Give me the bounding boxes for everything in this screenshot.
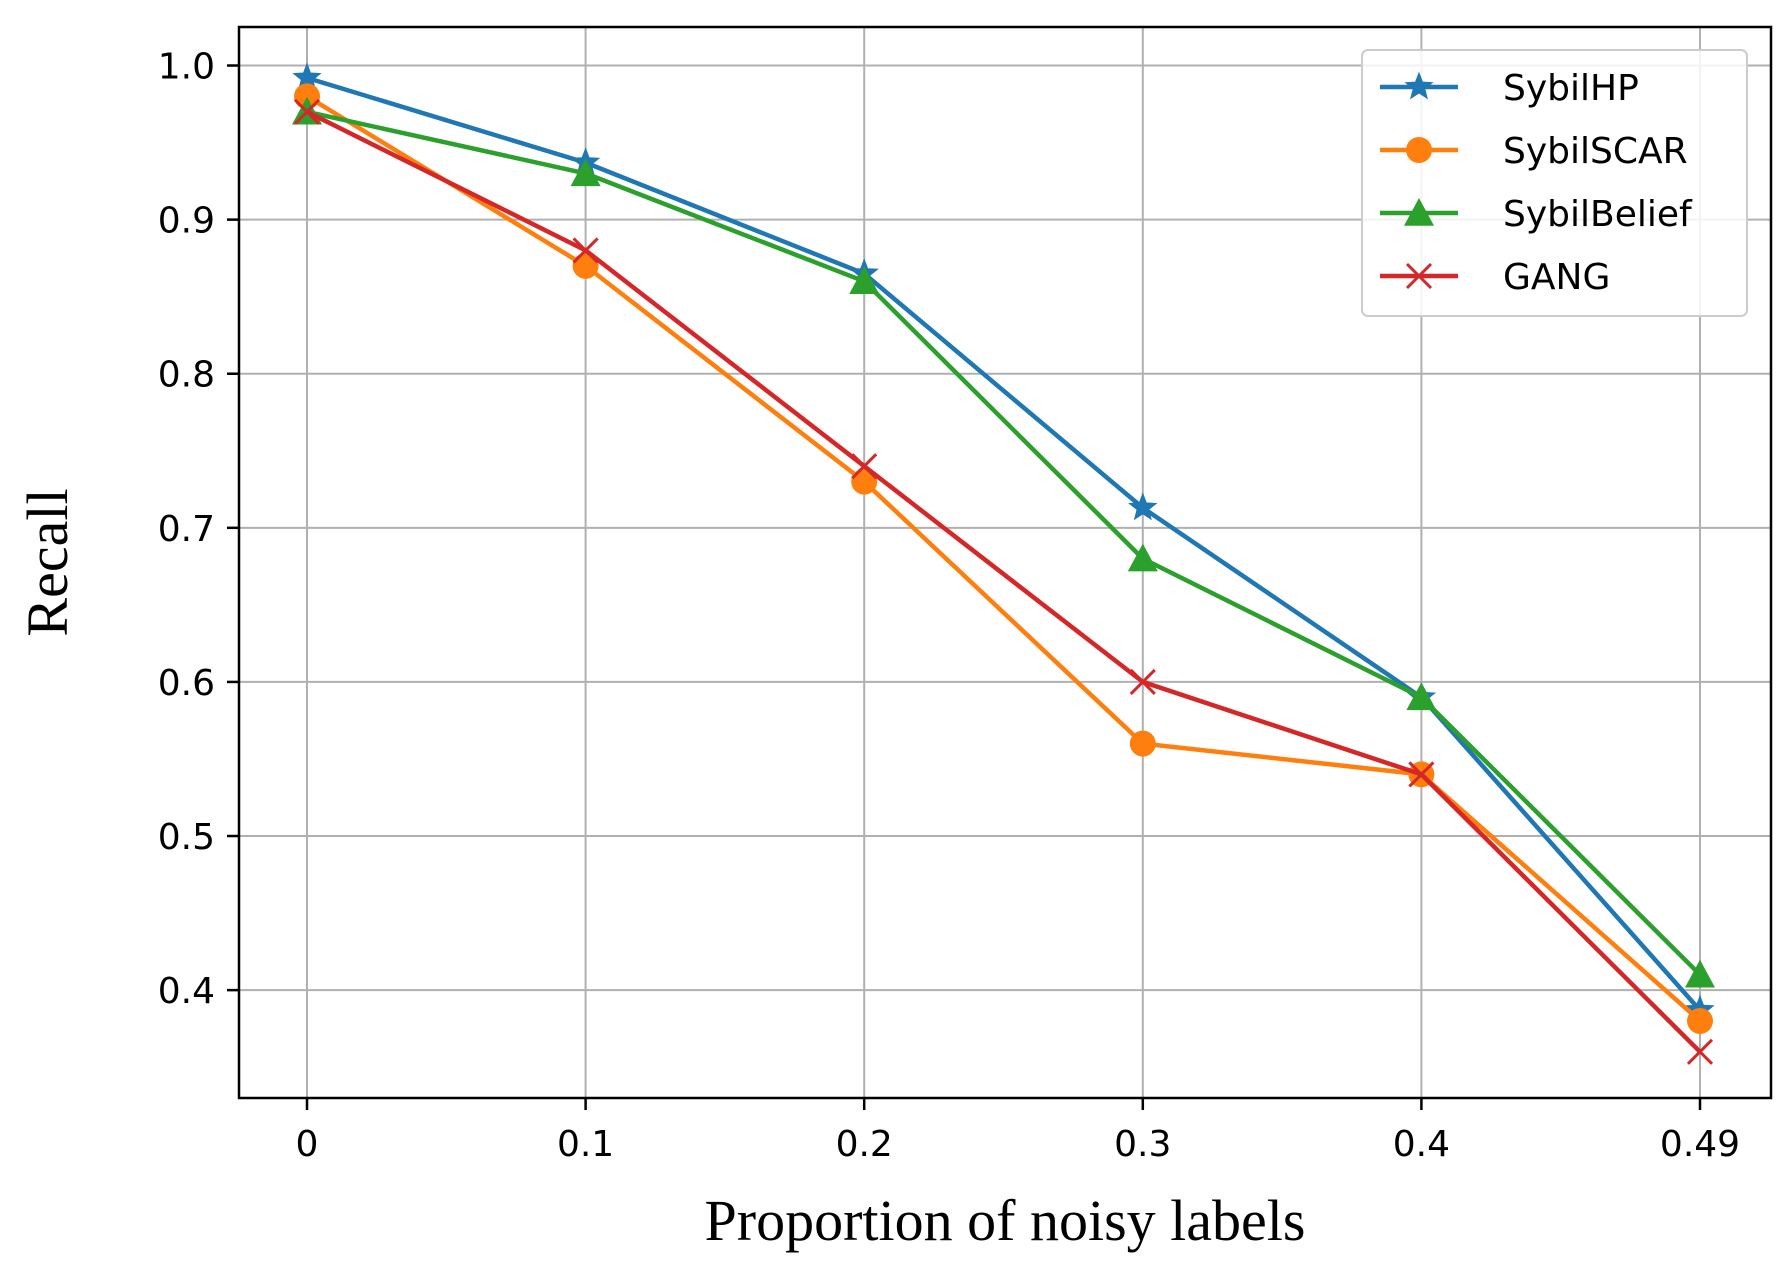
data-point (1129, 668, 1156, 695)
series-gang (293, 98, 1714, 1065)
x-tick-label: 0.3 (1114, 1124, 1171, 1165)
legend: SybilHP SybilSCAR SybilBelief GANG (1361, 49, 1748, 317)
legend-label: SybilHP (1503, 68, 1639, 109)
data-point (1686, 1038, 1714, 1065)
y-tick-label: 0.9 (158, 201, 215, 242)
data-point (293, 98, 321, 125)
x-tick-label: 0.1 (557, 1124, 614, 1165)
series-line (305, 109, 1702, 1054)
y-tick-label: 0.8 (158, 355, 215, 396)
data-point (849, 266, 880, 295)
data-point (1127, 543, 1158, 572)
legend-item: SybilSCAR (1380, 131, 1688, 172)
data-point (572, 252, 599, 279)
legend-item: SybilBelief (1380, 194, 1693, 235)
legend-box (1361, 49, 1748, 317)
legend-label: SybilBelief (1503, 194, 1693, 235)
legend-marker (1405, 262, 1433, 290)
data-point (1129, 730, 1156, 757)
legend-marker (1404, 198, 1434, 226)
data-point (851, 453, 878, 480)
series-line (306, 75, 1702, 1012)
plot-frame (237, 25, 1773, 1100)
y-tick-label: 0.4 (158, 971, 215, 1012)
y-tick-label: 0.5 (158, 817, 215, 858)
legend-marker (1404, 71, 1434, 100)
legend-label: SybilSCAR (1503, 131, 1688, 172)
data-point (1685, 959, 1715, 988)
x-axis-title: Proportion of noisy labels (705, 1188, 1306, 1253)
axis-ticks: 0 0.1 0.2 0.3 0.4 0.49 0.4 0.5 0.6 0.7 0.8 0.9 1.0 (158, 47, 1740, 1165)
data-point (294, 83, 320, 110)
x-tick-label: 0.2 (836, 1124, 893, 1165)
x-tick-label: 0.4 (1393, 1124, 1450, 1165)
legend-item: GANG (1380, 257, 1610, 298)
legend-marker (1406, 137, 1432, 163)
data-point (1128, 492, 1158, 521)
series-layer (292, 62, 1715, 1065)
data-point (1406, 682, 1437, 711)
legend-item: SybilHP (1380, 68, 1639, 109)
y-tick-label: 0.7 (158, 509, 215, 550)
data-point (851, 468, 878, 495)
y-tick-label: 0.6 (158, 663, 215, 704)
series-line (306, 109, 1702, 977)
data-point (572, 237, 599, 264)
data-point (1408, 761, 1435, 788)
y-tick-label: 1.0 (158, 47, 215, 88)
y-axis-title: Recall (15, 488, 80, 636)
x-tick-label: 0.49 (1660, 1124, 1740, 1165)
legend-label: GANG (1503, 257, 1610, 298)
data-point (1687, 1007, 1713, 1034)
series-line (305, 94, 1702, 1023)
data-point (570, 158, 601, 187)
x-tick-label: 0 (296, 1124, 319, 1165)
